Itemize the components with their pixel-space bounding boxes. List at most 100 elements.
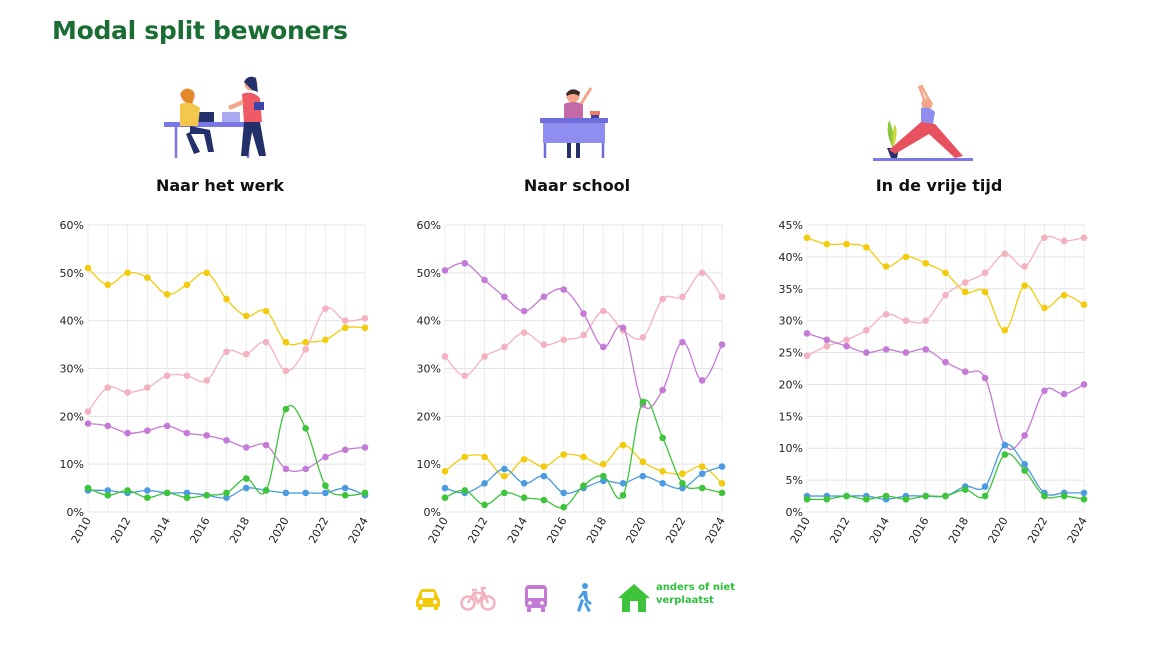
data-point-anders	[163, 489, 171, 497]
x-tick-label: 2022	[663, 515, 688, 546]
data-point-auto	[863, 244, 870, 251]
data-point-anders	[124, 487, 131, 494]
data-point-anders	[520, 494, 528, 501]
x-tick-label: 2022	[306, 515, 331, 546]
data-point-lopen	[1021, 460, 1028, 468]
data-point-anders	[942, 492, 949, 500]
data-point-anders	[262, 487, 270, 494]
data-point-ov	[718, 341, 726, 348]
data-point-lopen	[1080, 489, 1088, 497]
data-point-anders	[698, 484, 706, 492]
data-point-ov	[1021, 432, 1028, 439]
house-icon	[618, 584, 650, 612]
line-chart-vrije-tijd: 0% 5% 10% 15% 20% 25% 30% 35% 40% 45% 2010 2012 2014…	[779, 219, 1090, 546]
y-tick-label: 60%	[417, 219, 441, 232]
data-point-ov	[580, 310, 587, 317]
data-point-ov	[242, 444, 250, 451]
data-point-auto	[1001, 326, 1009, 334]
data-point-auto	[882, 263, 890, 270]
legend-fiets	[460, 582, 496, 614]
data-point-ov	[441, 267, 449, 274]
data-point-lopen	[501, 465, 508, 473]
data-point-lopen	[282, 489, 290, 497]
panel-school: Naar school 0% 10% 20% 30% 40% 50% 60% 2010 2012…	[397, 72, 757, 562]
data-point-auto	[262, 307, 270, 315]
data-point-auto	[84, 264, 92, 272]
x-tick-label: 2022	[1025, 515, 1050, 546]
panel-title: In de vrije tijd	[875, 176, 1003, 195]
data-point-fiets	[922, 317, 930, 324]
legend-ov	[520, 582, 552, 614]
y-tick-label: 20%	[60, 410, 84, 423]
data-point-ov	[863, 349, 870, 356]
data-point-ov	[942, 358, 949, 366]
data-point-auto	[922, 259, 930, 267]
data-point-anders	[863, 495, 870, 503]
data-point-ov	[698, 377, 706, 384]
data-point-ov	[922, 346, 930, 353]
data-point-anders	[481, 501, 488, 509]
data-point-auto	[659, 468, 666, 475]
data-point-fiets	[942, 291, 949, 299]
data-point-lopen	[540, 472, 548, 480]
y-tick-label: 50%	[417, 267, 441, 280]
data-point-fiets	[698, 269, 706, 277]
legend-anders-label-line1: anders of niet	[656, 582, 735, 593]
data-point-fiets	[481, 353, 488, 360]
data-point-ov	[679, 338, 686, 346]
data-point-ov	[843, 342, 850, 350]
data-point-auto	[942, 269, 949, 277]
data-point-anders	[580, 482, 587, 489]
data-point-auto	[481, 453, 488, 461]
data-point-ov	[520, 307, 528, 315]
data-point-lopen	[619, 480, 627, 487]
y-tick-label: 30%	[779, 315, 803, 328]
x-tick-label: 2010	[69, 515, 94, 546]
data-point-ov	[1080, 381, 1088, 388]
data-point-lopen	[679, 484, 686, 492]
data-point-lopen	[183, 489, 191, 497]
x-tick-label: 2018	[584, 515, 609, 546]
data-point-ov	[1041, 387, 1048, 395]
data-point-ov	[144, 427, 151, 434]
data-point-auto	[223, 295, 230, 303]
x-tick-label: 2016	[544, 515, 569, 546]
data-point-fiets	[560, 336, 568, 344]
x-tick-label: 2020	[986, 515, 1011, 546]
data-point-fiets	[843, 336, 850, 344]
y-tick-label: 40%	[779, 251, 803, 264]
data-point-anders	[144, 494, 151, 501]
data-point-fiets	[718, 293, 726, 301]
legend-lopen	[570, 582, 598, 614]
data-point-lopen	[639, 472, 647, 480]
data-point-lopen	[242, 484, 250, 492]
data-point-fiets	[1060, 237, 1068, 245]
data-point-ov	[882, 346, 890, 353]
student-at-desk-illustration	[540, 87, 608, 158]
data-point-fiets	[163, 372, 171, 379]
data-point-fiets	[863, 326, 870, 334]
data-point-fiets	[262, 338, 270, 346]
data-point-fiets	[902, 317, 910, 324]
data-point-anders	[461, 487, 469, 494]
y-tick-label: 10%	[779, 442, 803, 455]
data-point-fiets	[1021, 263, 1028, 270]
data-point-ov	[203, 432, 211, 439]
x-tick-label: 2020	[267, 515, 292, 546]
data-point-anders	[1001, 451, 1009, 458]
legend: anders of niet verplaatst	[410, 578, 750, 618]
data-point-fiets	[501, 343, 508, 351]
data-point-fiets	[104, 384, 112, 391]
x-tick-label: 2016	[187, 515, 212, 546]
y-tick-label: 5%	[786, 474, 803, 487]
data-point-anders	[441, 494, 449, 501]
data-point-auto	[520, 456, 528, 463]
people-at-desk-illustration	[164, 76, 266, 158]
data-point-fiets	[223, 348, 230, 356]
bicycle-icon	[460, 586, 496, 611]
panel-title: Naar het werk	[155, 176, 285, 195]
data-point-ov	[322, 453, 329, 461]
data-point-ov	[282, 465, 290, 473]
data-point-anders	[823, 495, 831, 503]
data-point-ov	[599, 343, 607, 351]
